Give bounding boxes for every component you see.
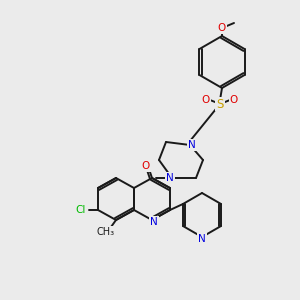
Text: N: N — [166, 173, 174, 183]
Text: Cl: Cl — [76, 205, 86, 215]
Text: S: S — [216, 98, 224, 110]
Text: O: O — [202, 95, 210, 105]
Text: CH₃: CH₃ — [97, 227, 115, 237]
Text: N: N — [150, 217, 158, 227]
Text: O: O — [218, 23, 226, 33]
Text: N: N — [198, 234, 206, 244]
Text: N: N — [188, 140, 196, 150]
Text: O: O — [142, 161, 150, 171]
Text: O: O — [230, 95, 238, 105]
